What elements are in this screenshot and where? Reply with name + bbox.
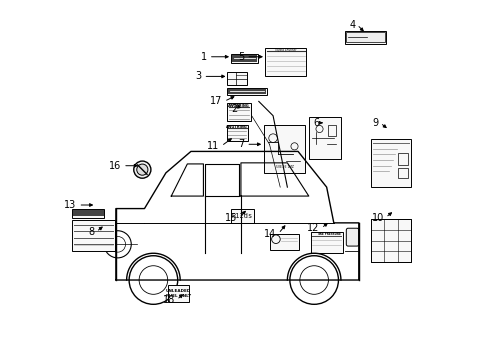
Bar [168, 285, 188, 302]
Text: FUEL ONLY: FUEL ONLY [165, 294, 191, 298]
Bar [264, 48, 305, 76]
Text: R12ds: R12ds [231, 213, 253, 219]
Bar [227, 103, 250, 121]
Bar [345, 32, 384, 42]
Bar [230, 54, 257, 63]
Bar [73, 210, 103, 216]
Bar [397, 153, 407, 166]
Bar [72, 208, 104, 217]
Text: 15: 15 [224, 212, 237, 222]
Bar [310, 232, 342, 253]
Text: 12: 12 [306, 223, 319, 233]
Text: 5VE-FE 1MZ: 5VE-FE 1MZ [275, 165, 293, 168]
Bar [397, 168, 407, 179]
Text: 3: 3 [195, 71, 201, 81]
Text: TIRE PRESSURE: TIRE PRESSURE [316, 232, 340, 237]
FancyBboxPatch shape [346, 228, 358, 246]
Text: AWGTRING: AWGTRING [226, 125, 248, 129]
Bar [227, 89, 265, 94]
Circle shape [134, 161, 151, 178]
Bar [370, 219, 410, 262]
Text: UNLEADED: UNLEADED [165, 289, 191, 293]
Text: 16: 16 [109, 161, 121, 171]
Text: 2: 2 [231, 104, 237, 113]
Text: 9: 9 [371, 118, 378, 128]
Text: 4: 4 [348, 19, 354, 30]
Text: 1: 1 [201, 52, 206, 62]
Circle shape [137, 164, 147, 175]
Bar [270, 234, 298, 249]
Text: 17: 17 [209, 96, 222, 107]
Bar [344, 31, 385, 44]
Text: 11: 11 [207, 141, 219, 151]
Text: 14: 14 [264, 229, 276, 239]
Text: 10: 10 [371, 212, 383, 222]
Bar [264, 125, 305, 173]
Bar [230, 208, 254, 223]
Text: Toyota 4Runner: Toyota 4Runner [274, 48, 296, 52]
Text: 5: 5 [238, 52, 244, 62]
Bar [227, 72, 246, 85]
Text: AWGTRING: AWGTRING [227, 104, 249, 108]
Bar [227, 88, 266, 95]
Text: 18: 18 [162, 295, 175, 305]
Text: 8: 8 [88, 227, 94, 237]
Text: 13: 13 [64, 200, 77, 210]
Text: 6: 6 [313, 118, 319, 128]
Bar [231, 55, 257, 62]
Bar [308, 117, 340, 158]
Text: 7: 7 [238, 139, 244, 149]
Bar [226, 125, 247, 141]
Bar [72, 220, 115, 251]
Bar [370, 139, 410, 187]
Bar [328, 125, 335, 136]
